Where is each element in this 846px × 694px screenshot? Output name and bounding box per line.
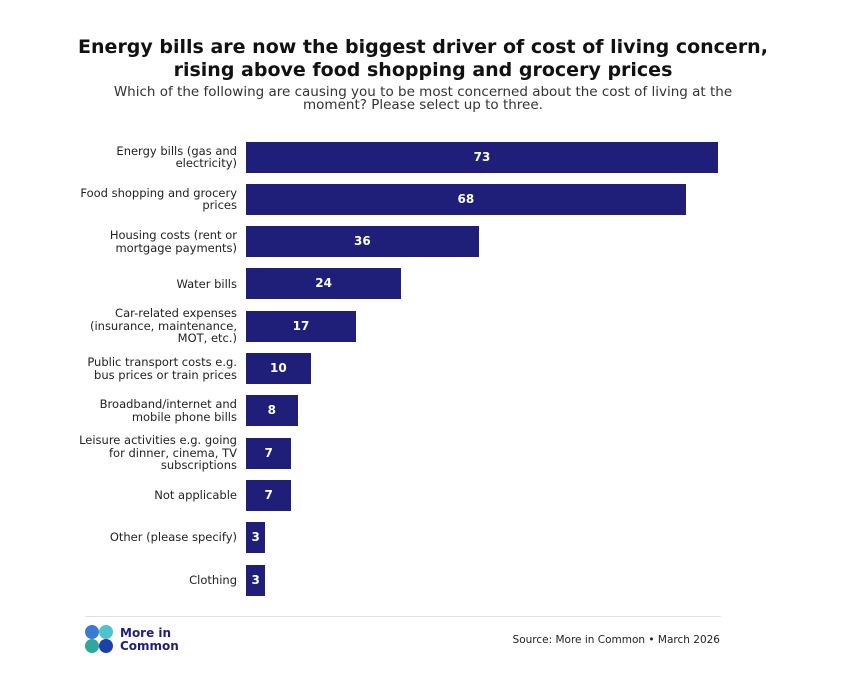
category-label: Leisure activities e.g. going for dinner…: [79, 433, 237, 473]
category-label: Housing costs (rent or mortgage payments…: [109, 228, 237, 255]
value-label: 73: [473, 149, 491, 164]
bar: [246, 268, 402, 300]
category-label: Broadband/internet and mobile phone bill…: [99, 397, 237, 424]
category-label: Not applicable: [154, 488, 237, 503]
category-label: Public transport costs e.g. bus prices o…: [87, 355, 237, 382]
value-label: 3: [251, 572, 260, 587]
value-label: 24: [315, 276, 332, 291]
value-label: 36: [354, 234, 371, 249]
value-label: 3: [251, 530, 260, 545]
bar: [246, 522, 266, 554]
chart-title: Energy bills are now the biggest driver …: [78, 36, 768, 81]
bar: [246, 479, 292, 511]
bar: [246, 564, 266, 596]
bar: [246, 226, 479, 258]
separator: [85, 616, 721, 617]
value-label: 7: [264, 487, 273, 502]
value-label: 10: [269, 361, 287, 375]
value-label: 17: [292, 318, 310, 333]
category-label: Water bills: [176, 276, 237, 291]
value-label: 7: [264, 445, 273, 460]
logo: [85, 625, 113, 653]
value-label: 8: [267, 403, 277, 418]
bar: [246, 141, 718, 173]
chart-subtitle: Which of the following are causing you t…: [113, 84, 733, 113]
category-label: Clothing: [189, 572, 237, 587]
source: Source: More in Common • March 2026: [512, 634, 720, 646]
bar: [246, 310, 356, 342]
bar: [246, 353, 311, 384]
bar: [246, 395, 298, 427]
category-label: Food shopping and grocery prices: [80, 185, 237, 213]
value-label: 68: [457, 191, 475, 206]
category-label: Car-related expenses (insurance, mainten…: [89, 306, 237, 346]
category-label: Energy bills (gas and electricity): [116, 143, 237, 170]
bar: [246, 437, 292, 469]
bar: [246, 183, 686, 215]
category-label: Other (please specify): [109, 530, 237, 545]
brand: More in Common: [120, 626, 179, 653]
